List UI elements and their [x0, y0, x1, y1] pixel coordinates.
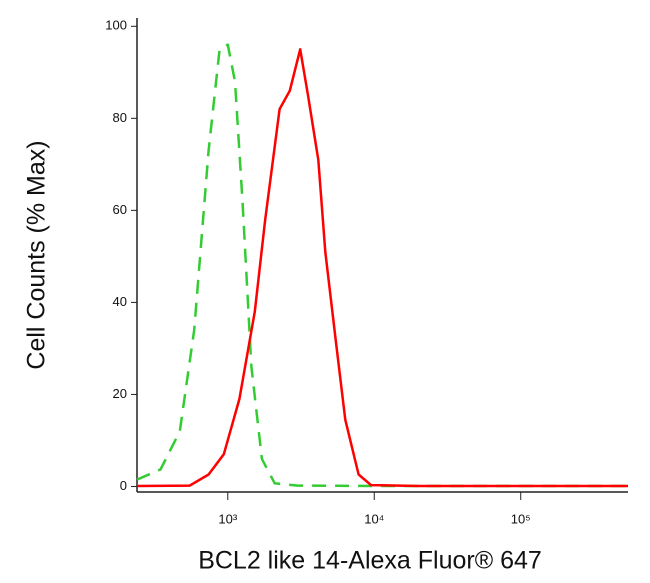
x-tick-label: 10⁵ — [511, 511, 531, 526]
y-tick-label: 80 — [113, 110, 127, 125]
histogram-line — [136, 48, 628, 488]
y-tick-label: 100 — [105, 18, 127, 33]
x-axis-title: BCL2 like 14-Alexa Fluor® 647 — [198, 547, 542, 575]
y-tick-label: 60 — [113, 202, 127, 217]
y-tick-label: 20 — [113, 386, 127, 401]
histogram-line — [136, 43, 628, 488]
x-tick-label: 10³ — [218, 511, 237, 526]
y-axis-title: Cell Counts (% Max) — [23, 140, 51, 369]
x-tick-label: 10⁴ — [364, 511, 384, 526]
y-tick-label: 0 — [120, 478, 127, 493]
y-tick-label: 40 — [113, 294, 127, 309]
